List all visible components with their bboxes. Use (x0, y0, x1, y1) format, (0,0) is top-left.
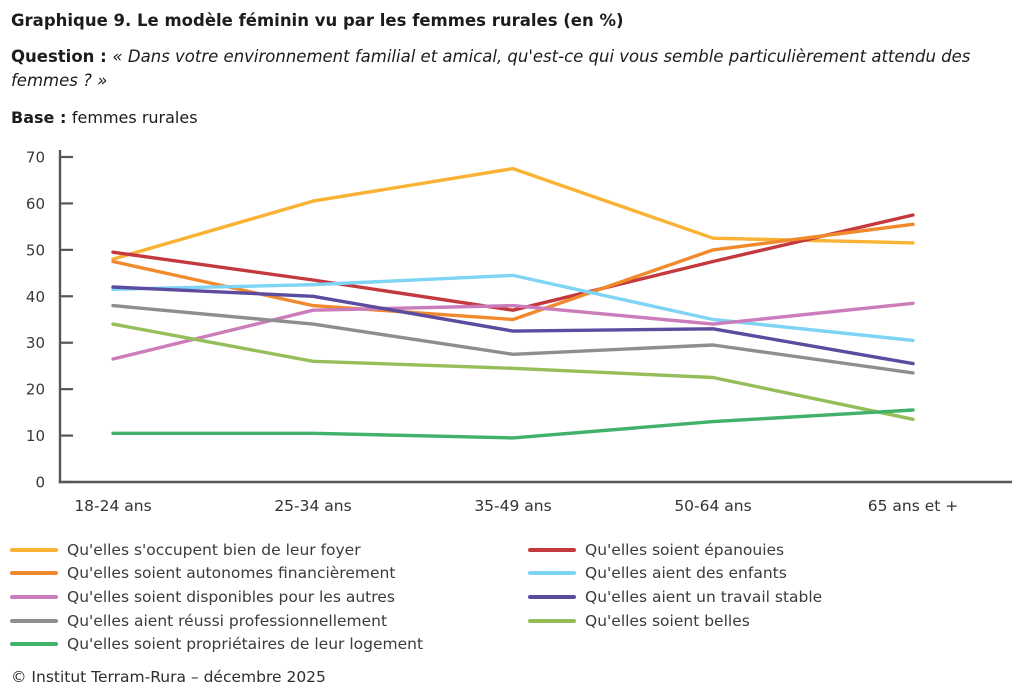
legend-label: Qu'elles soient propriétaires de leur lo… (67, 635, 424, 654)
legend-label: Qu'elles soient belles (585, 611, 750, 630)
legend-swatch (528, 547, 576, 552)
title-text: Le modèle féminin vu par les femmes rura… (131, 11, 624, 30)
data-line (111, 303, 915, 375)
legend-item: Qu'elles soient autonomes financièrement (10, 562, 515, 586)
legend-column: Qu'elles soient épanouies Qu'elles aient … (528, 538, 1018, 632)
legend-item: Qu'elles aient des enfants (528, 562, 1018, 586)
legend-swatch (10, 547, 58, 552)
y-axis-tick-label: 70 (26, 149, 45, 167)
legend-label: Qu'elles aient un travail stable (585, 587, 823, 606)
legend-label: Qu'elles aient des enfants (585, 564, 787, 583)
legend-label: Qu'elles soient autonomes financièrement (67, 564, 396, 583)
x-axis-category-label: 25-34 ans (274, 497, 351, 515)
legend-swatch (10, 594, 58, 599)
y-axis-tick-label: 60 (26, 195, 45, 213)
legend-label: Qu'elles soient épanouies (585, 540, 785, 559)
legend-label: Qu'elles s'occupent bien de leur foyer (67, 540, 361, 559)
legend-swatch (528, 571, 576, 576)
y-axis-tick-label: 50 (26, 241, 45, 259)
y-axis-tick-label: 20 (26, 381, 45, 399)
legend-label: Qu'elles aient réussi professionnellemen… (67, 611, 388, 630)
legend-swatch (528, 618, 576, 623)
data-line (111, 301, 915, 361)
legend-item: Qu'elles soient belles (528, 609, 1018, 633)
y-axis-tick-label: 40 (26, 288, 45, 306)
legend-item: Qu'elles soient disponibles pour les aut… (10, 585, 515, 609)
legend-column: Qu'elles s'occupent bien de leur foyer Qu… (10, 538, 515, 656)
data-line (111, 213, 915, 312)
legend-item: Qu'elles s'occupent bien de leur foyer (10, 538, 515, 562)
source-note: © Institut Terram-Rura – décembre 2025 (11, 668, 326, 686)
x-axis-category-label: 65 ans et + (868, 497, 959, 515)
question-text: « Dans votre environnement familial et a… (11, 47, 971, 90)
base-text: femmes rurales (71, 108, 198, 127)
x-axis-category-label: 35-49 ans (474, 497, 551, 515)
x-axis-category-label: 50-64 ans (674, 497, 751, 515)
legend-swatch (528, 594, 576, 599)
legend-item: Qu'elles aient un travail stable (528, 585, 1018, 609)
data-line (111, 166, 915, 261)
y-axis-tick-label: 30 (26, 334, 45, 352)
data-line (111, 322, 915, 421)
legend-item: Qu'elles soient propriétaires de leur lo… (10, 632, 515, 656)
data-line (111, 222, 915, 322)
x-axis-category-label: 18-24 ans (74, 497, 151, 515)
data-line (111, 273, 915, 343)
title-prefix: Graphique 9. (11, 11, 132, 30)
y-axis-tick-label: 10 (26, 427, 45, 445)
question-label: Question : (11, 47, 113, 66)
page-title: Graphique 9. Le modèle féminin vu par le… (11, 10, 1011, 32)
y-axis-tick-label: 0 (35, 474, 45, 492)
legend-swatch (10, 618, 58, 623)
legend-swatch (10, 642, 58, 647)
base-label: Base : (11, 108, 72, 127)
legend-item: Qu'elles soient épanouies (528, 538, 1018, 562)
legend-swatch (10, 571, 58, 576)
question: Question : « Dans votre environnement fa… (11, 45, 1001, 93)
legend-item: Qu'elles aient réussi professionnellemen… (10, 609, 515, 633)
data-line (111, 408, 915, 440)
legend-label: Qu'elles soient disponibles pour les aut… (67, 587, 395, 606)
base: Base : femmes rurales (11, 108, 198, 127)
data-line (111, 285, 915, 366)
